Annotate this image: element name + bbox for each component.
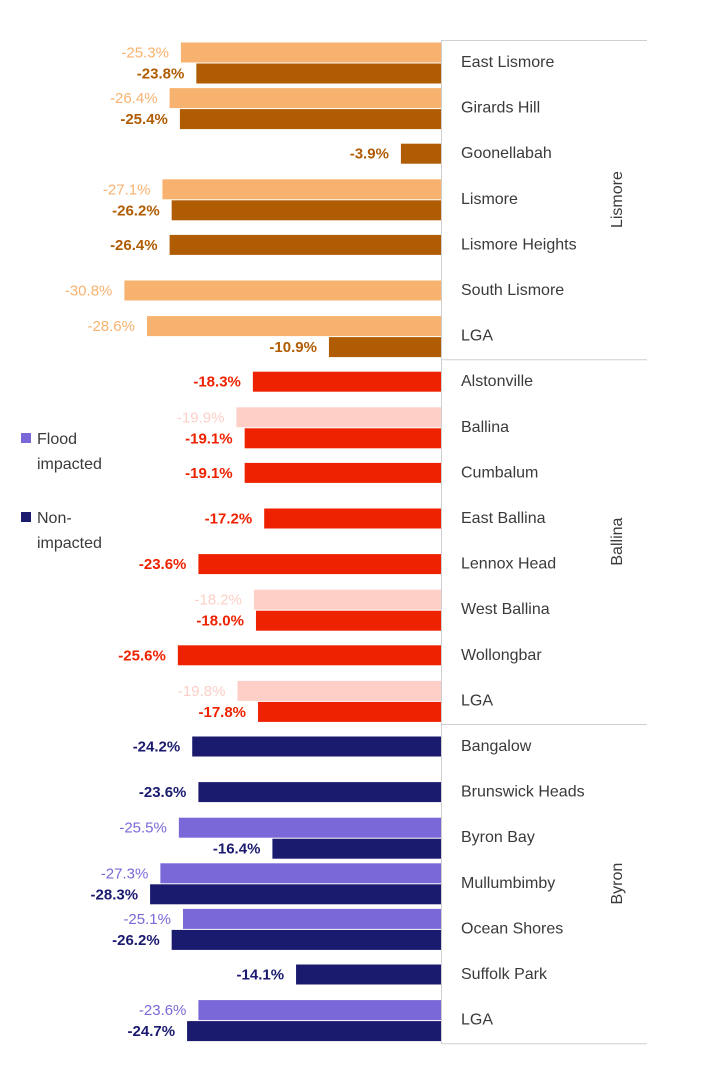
bar-flood-g2-byron-bay [178, 817, 442, 838]
bar-flood-g0-girards-hill [169, 88, 441, 109]
data-label-flood-g1-lga: -19.8% [178, 683, 226, 700]
data-label-nonf-g2-brunswick-heads: -23.6% [139, 784, 187, 801]
data-label-flood-g2-lga: -23.6% [139, 1002, 187, 1019]
suburb-label-g0-lga: LGA [461, 328, 493, 345]
data-label-nonf-g1-cumbalum: -19.1% [185, 465, 233, 482]
bar-flood-g0-lismore [162, 179, 442, 200]
data-label-flood-g1-ballina: -19.9% [177, 409, 225, 426]
data-label-nonf-g0-goonellabah: -3.9% [350, 146, 389, 163]
bar-nonf-g1-west-ballina [255, 610, 441, 631]
suburb-label-g2-brunswick-heads: Brunswick Heads [461, 784, 585, 801]
data-label-nonf-g2-ocean-shores: -26.2% [112, 932, 160, 949]
bar-nonf-g0-east-lismore [196, 63, 441, 84]
data-label-nonf-g1-lennox-head: -23.6% [139, 556, 187, 573]
suburb-label-g1-lga: LGA [461, 692, 493, 709]
suburb-label-g0-goonellabah: Goonellabah [461, 145, 552, 162]
suburb-label-g1-west-ballina: West Ballina [461, 601, 550, 618]
bar-nonf-g1-wollongbar [177, 645, 441, 666]
data-label-nonf-g0-lismore: -26.2% [112, 202, 160, 219]
suburb-label-g2-mullumbimby: Mullumbimby [461, 875, 555, 892]
bar-flood-g2-ocean-shores [182, 908, 442, 929]
suburb-label-g1-wollongbar: Wollongbar [461, 647, 542, 664]
bar-nonf-g0-girards-hill [179, 109, 441, 130]
bar-nonf-g2-mullumbimby [150, 884, 442, 905]
suburb-label-g0-lismore: Lismore [461, 191, 518, 208]
suburb-label-g0-girards-hill: Girards Hill [461, 100, 540, 117]
data-label-nonf-g1-west-ballina: -18.0% [196, 613, 244, 630]
bar-flood-g2-mullumbimby [160, 863, 441, 884]
data-label-flood-g2-mullumbimby: -27.3% [101, 865, 149, 882]
suburb-label-g1-east-ballina: East Ballina [461, 510, 546, 527]
suburb-label-g0-lismore-heights: Lismore Heights [461, 236, 577, 253]
legend-swatch-flood [21, 433, 31, 443]
data-label-flood-g1-west-ballina: -18.2% [194, 592, 242, 609]
bar-flood-g1-ballina [236, 407, 441, 428]
suburb-label-g2-ocean-shores: Ocean Shores [461, 920, 563, 937]
bar-nonf-g0-lismore [171, 200, 441, 221]
data-label-nonf-g1-alstonville: -18.3% [193, 374, 241, 391]
data-label-nonf-g2-lga: -24.7% [128, 1023, 176, 1040]
data-label-nonf-g0-lismore-heights: -26.4% [110, 237, 158, 254]
bar-nonf-g2-byron-bay [272, 838, 441, 859]
data-label-nonf-g1-east-ballina: -17.2% [205, 511, 253, 528]
data-label-flood-g0-east-lismore: -25.3% [121, 45, 169, 62]
bar-nonf-g2-lga [187, 1021, 441, 1042]
bar-nonf-g1-east-ballina [264, 508, 441, 529]
suburb-label-g2-suffolk-park: Suffolk Park [461, 966, 548, 983]
data-label-flood-g0-south-lismore: -30.8% [65, 283, 113, 300]
data-label-flood-g0-lismore: -27.1% [103, 181, 151, 198]
legend-swatch-nonf [21, 512, 31, 522]
bar-flood-g1-west-ballina [253, 589, 441, 610]
bar-nonf-g1-alstonville [252, 371, 441, 392]
suburb-label-g2-bangalow: Bangalow [461, 738, 532, 755]
bar-nonf-g1-ballina [244, 428, 441, 449]
bar-nonf-g1-lga [258, 701, 441, 722]
bar-nonf-g1-cumbalum [244, 462, 441, 483]
suburb-label-g2-byron-bay: Byron Bay [461, 829, 535, 846]
data-label-nonf-g2-mullumbimby: -28.3% [91, 886, 139, 903]
bar-nonf-g0-lismore-heights [169, 234, 441, 255]
data-label-nonf-g1-lga: -17.8% [198, 704, 246, 721]
bar-nonf-g0-lga [328, 337, 441, 358]
legend-label-nonf-1: impacted [37, 535, 102, 552]
legend-label-flood-1: impacted [37, 456, 102, 473]
bar-nonf-g2-brunswick-heads [198, 782, 441, 803]
data-label-flood-g2-ocean-shores: -25.1% [123, 911, 171, 928]
region-label-lismore: Lismore [609, 171, 626, 228]
data-label-flood-g0-lga: -28.6% [87, 318, 135, 335]
data-label-nonf-g0-girards-hill: -25.4% [120, 111, 168, 128]
region-label-byron: Byron [609, 863, 626, 905]
suburb-label-g1-alstonville: Alstonville [461, 373, 533, 390]
legend-label-flood-0: Flood [37, 431, 77, 448]
suburb-label-g1-lennox-head: Lennox Head [461, 556, 556, 573]
suburb-label-g1-cumbalum: Cumbalum [461, 464, 538, 481]
data-label-nonf-g0-lga: -10.9% [269, 339, 317, 356]
data-label-nonf-g1-ballina: -19.1% [185, 430, 233, 447]
bar-flood-g2-lga [198, 1000, 441, 1021]
suburb-label-g1-ballina: Ballina [461, 419, 509, 436]
data-label-nonf-g2-byron-bay: -16.4% [213, 841, 261, 858]
bar-flood-g0-east-lismore [180, 42, 441, 63]
data-label-nonf-g2-suffolk-park: -14.1% [237, 967, 285, 984]
data-label-nonf-g0-east-lismore: -23.8% [137, 66, 185, 83]
bar-nonf-g2-bangalow [192, 736, 441, 757]
bar-flood-g0-lga [146, 316, 441, 337]
bar-nonf-g2-suffolk-park [296, 964, 441, 985]
suburb-label-g0-east-lismore: East Lismore [461, 54, 554, 71]
bar-nonf-g1-lennox-head [198, 554, 441, 575]
bar-nonf-g0-goonellabah [400, 143, 441, 164]
region-label-ballina: Ballina [609, 517, 626, 565]
data-label-nonf-g2-bangalow: -24.2% [133, 739, 181, 756]
suburb-label-g2-lga: LGA [461, 1012, 493, 1029]
legend-label-nonf-0: Non- [37, 510, 72, 527]
bar-flood-g0-south-lismore [124, 280, 441, 301]
bar-nonf-g2-ocean-shores [171, 929, 441, 950]
suburb-label-g0-south-lismore: South Lismore [461, 282, 564, 299]
data-label-nonf-g1-wollongbar: -25.6% [118, 647, 166, 664]
bar-flood-g1-lga [237, 680, 441, 701]
data-label-flood-g2-byron-bay: -25.5% [119, 820, 167, 837]
data-label-flood-g0-girards-hill: -26.4% [110, 90, 158, 107]
